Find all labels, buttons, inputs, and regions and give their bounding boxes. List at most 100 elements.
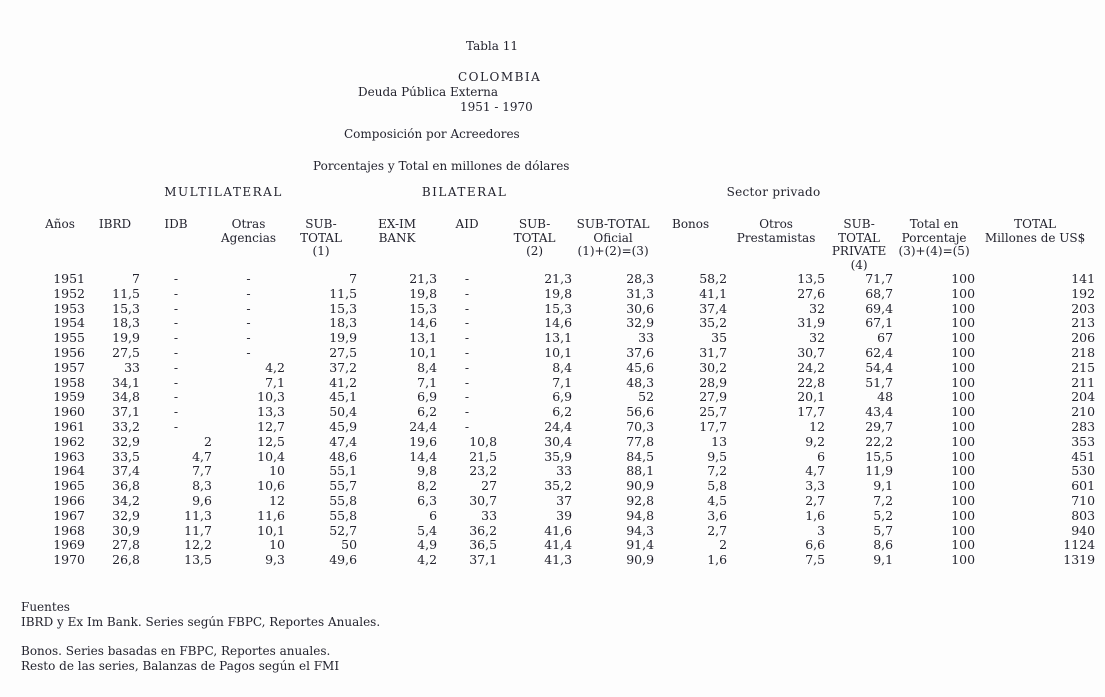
value-cell: 32,9 bbox=[112, 507, 140, 523]
value-cell: 37,1 bbox=[469, 552, 498, 568]
value-cell: 451 bbox=[1071, 448, 1096, 464]
value-cell: 203 bbox=[1071, 300, 1096, 316]
value-cell: 92,8 bbox=[626, 492, 655, 508]
value-cell: 4,9 bbox=[417, 537, 438, 553]
value-cell: 141 bbox=[1071, 271, 1096, 286]
value-cell: - bbox=[173, 330, 179, 346]
value-cell: 24,4 bbox=[409, 418, 438, 434]
value-cell: 48,6 bbox=[329, 448, 358, 464]
value-cell: 27,9 bbox=[699, 389, 728, 405]
value-cell: 35,9 bbox=[544, 448, 573, 464]
year-cell: 1961 bbox=[53, 418, 85, 434]
value-cell: 51,7 bbox=[865, 374, 894, 390]
value-cell: 27,8 bbox=[112, 537, 140, 553]
value-cell: 14,6 bbox=[544, 315, 573, 331]
value-cell: - bbox=[464, 418, 470, 434]
country-title: COLOMBIA bbox=[458, 70, 542, 84]
period-title: 1951 - 1970 bbox=[460, 100, 533, 114]
value-cell: 41,3 bbox=[544, 552, 573, 568]
value-cell: - bbox=[464, 389, 470, 405]
value-cell: 13,1 bbox=[409, 330, 438, 346]
value-cell: 32,9 bbox=[112, 433, 140, 449]
value-cell: 31,7 bbox=[699, 344, 728, 360]
value-cell: 15,3 bbox=[409, 300, 438, 316]
value-cell: 34,1 bbox=[112, 374, 140, 390]
value-cell: 30,9 bbox=[112, 522, 140, 538]
value-cell: - bbox=[173, 374, 179, 390]
value-cell: 48 bbox=[877, 389, 894, 405]
column-header-subtotal-oficial: SUB-TOTAL Oficial (1)+(2)=(3) bbox=[576, 217, 650, 258]
table-body: 1951 7- -7 21,3-21,3 28,3 58,2 13,5 71,7 100 141 1… bbox=[30, 271, 1096, 568]
value-cell: 11,5 bbox=[112, 285, 140, 301]
value-cell: 530 bbox=[1071, 463, 1096, 479]
value-cell: - bbox=[246, 285, 251, 301]
value-cell: 45,6 bbox=[626, 359, 655, 375]
value-cell: 55,8 bbox=[329, 492, 358, 508]
value-cell: 24,4 bbox=[544, 418, 573, 434]
value-cell: 36,5 bbox=[469, 537, 498, 553]
value-cell: 204 bbox=[1071, 389, 1096, 405]
value-cell: - bbox=[173, 271, 179, 286]
value-cell: 17,7 bbox=[797, 404, 826, 420]
value-cell: 601 bbox=[1071, 478, 1096, 494]
value-cell: 19,9 bbox=[329, 330, 358, 346]
value-cell: 192 bbox=[1071, 285, 1096, 301]
value-cell: 10,1 bbox=[409, 344, 438, 360]
value-cell: 210 bbox=[1071, 404, 1096, 420]
value-cell: 70,3 bbox=[626, 418, 655, 434]
value-cell: - bbox=[173, 285, 179, 301]
value-cell: 36,2 bbox=[469, 522, 498, 538]
value-cell: 15,3 bbox=[329, 300, 358, 316]
value-cell: 50,4 bbox=[329, 404, 358, 420]
value-cell: 100 bbox=[951, 492, 976, 508]
value-cell: 2,7 bbox=[805, 492, 826, 508]
value-cell: 49,6 bbox=[329, 552, 358, 568]
value-cell: 9,5 bbox=[707, 448, 728, 464]
value-cell: 33 bbox=[124, 359, 140, 375]
value-cell: 100 bbox=[951, 344, 976, 360]
value-cell: 1,6 bbox=[707, 552, 728, 568]
value-cell: 36,8 bbox=[112, 478, 140, 494]
value-cell: 8,3 bbox=[192, 478, 212, 494]
value-cell: - bbox=[246, 344, 251, 360]
value-cell: 10,4 bbox=[257, 448, 285, 464]
value-cell: - bbox=[464, 330, 470, 346]
value-cell: 67 bbox=[877, 330, 894, 346]
value-cell: 33,5 bbox=[112, 448, 140, 464]
value-cell: - bbox=[464, 315, 470, 331]
value-cell: 27,5 bbox=[329, 344, 358, 360]
value-cell: 30,7 bbox=[797, 344, 826, 360]
value-cell: 6 bbox=[429, 507, 438, 523]
column-header-aid: AID bbox=[455, 217, 479, 231]
column-header-ibrd: IBRD bbox=[98, 217, 132, 231]
value-cell: 19,9 bbox=[112, 330, 140, 346]
value-cell: 30,6 bbox=[626, 300, 655, 316]
table-row: 1969 27,8 12,2 10 50 4,9 36,5 41,4 91,4 2 6,6 8,6 10… bbox=[30, 538, 1095, 553]
year-cell: 1969 bbox=[53, 537, 85, 553]
value-cell: 10 bbox=[269, 537, 285, 553]
value-cell: 77,8 bbox=[626, 433, 655, 449]
table-row: 1968 30,9 11,7 10,1 52,7 5,4 36,2 41,6 94,3 2,7 3 5… bbox=[30, 522, 1095, 539]
table-row: 1964 37,4 7,7 10 55,1 9,8 23,2 33 88,1 7,2 4,7 11,9… bbox=[30, 464, 1095, 479]
source-line-1: IBRD y Ex Im Bank. Series según FBPC, Re… bbox=[21, 615, 381, 629]
value-cell: 11,6 bbox=[257, 507, 285, 523]
column-header-total-porcentaje: Total en Porcentaje (3)+(4)=(5) bbox=[898, 217, 970, 258]
value-cell: - bbox=[173, 315, 179, 331]
value-cell: 90,9 bbox=[626, 478, 655, 494]
column-header-subtotal-1: SUB- TOTAL (1) bbox=[300, 217, 342, 258]
value-cell: - bbox=[464, 359, 470, 375]
year-cell: 1953 bbox=[53, 300, 85, 316]
group-header-sector-privado: Sector privado bbox=[726, 185, 821, 199]
value-cell: 100 bbox=[951, 389, 976, 405]
year-cell: 1952 bbox=[53, 285, 85, 301]
year-cell: 1960 bbox=[53, 404, 85, 420]
value-cell: 100 bbox=[951, 537, 976, 553]
value-cell: 37,4 bbox=[699, 300, 728, 316]
year-cell: 1968 bbox=[53, 522, 85, 538]
value-cell: 6,2 bbox=[552, 404, 573, 420]
value-cell: 8,4 bbox=[417, 359, 438, 375]
value-cell: 30,2 bbox=[699, 359, 728, 375]
value-cell: 19,6 bbox=[409, 433, 438, 449]
value-cell: 56,6 bbox=[626, 404, 655, 420]
value-cell: - bbox=[173, 404, 179, 420]
